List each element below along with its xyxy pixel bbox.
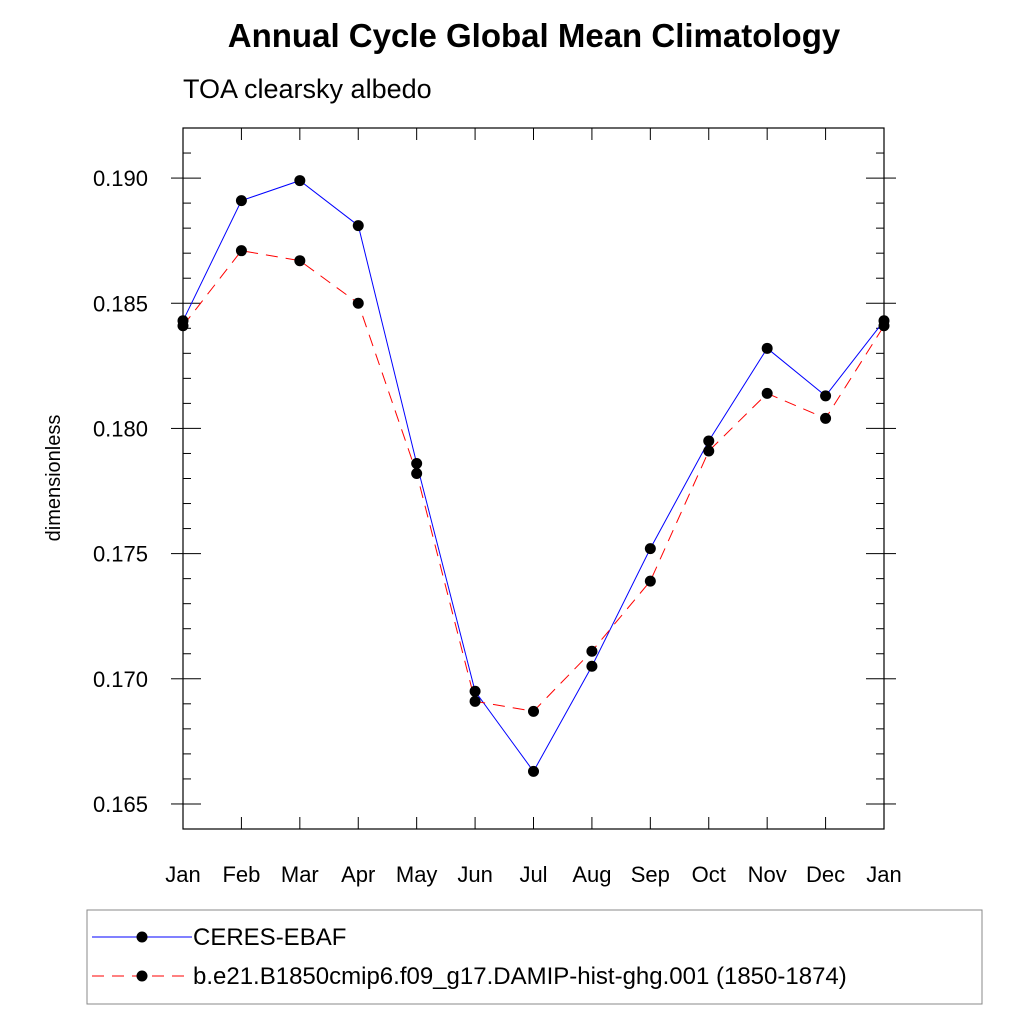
y-tick-label: 0.180 <box>93 416 148 441</box>
legend: CERES-EBAF b.e21.B1850cmip6.f09_g17.DAMI… <box>86 909 983 1005</box>
axis-tick-labels: Jan Feb Mar Apr May Jun Jul Aug Sep Oct Nov Dec Jan 0… <box>93 166 902 887</box>
series-0-point <box>586 660 598 672</box>
series-0-point <box>820 390 832 402</box>
x-tick-label: May <box>396 862 438 887</box>
y-tick-label: 0.170 <box>93 667 148 692</box>
chart-title: Annual Cycle Global Mean Climatology <box>228 17 841 54</box>
plot-border <box>182 127 885 830</box>
legend-box <box>86 909 983 1005</box>
y-tick-label: 0.185 <box>93 291 148 316</box>
legend-marker-model <box>136 970 148 982</box>
series-markers <box>177 175 890 777</box>
x-tick-label: Jan <box>866 862 901 887</box>
series-1-point <box>177 320 189 332</box>
legend-label-model: b.e21.B1850cmip6.f09_g17.DAMIP-hist-ghg.… <box>193 963 847 990</box>
legend-label-ceres: CERES-EBAF <box>193 924 346 951</box>
series-0-point <box>644 543 656 555</box>
y-axis-label: dimensionless <box>43 415 65 542</box>
series-1-point <box>528 705 539 717</box>
x-tick-label: Sep <box>631 862 670 887</box>
series-1-point <box>352 297 364 309</box>
series-line-0 <box>182 180 885 773</box>
series-1-point <box>411 467 423 479</box>
x-tick-label: Feb <box>222 862 260 887</box>
series-0-point <box>761 342 773 354</box>
y-tick-label: 0.165 <box>93 792 148 817</box>
x-tick-label: Dec <box>806 862 845 887</box>
series-1-point <box>586 645 598 657</box>
series-0-point <box>294 175 306 187</box>
series-1-point <box>878 320 890 332</box>
series-1-point <box>469 695 481 707</box>
x-tick-label: Jan <box>165 862 200 887</box>
chart-subtitle: TOA clearsky albedo <box>183 74 432 104</box>
series-0-point <box>235 195 247 207</box>
series-1-point <box>820 412 832 424</box>
plot-frame <box>182 127 885 830</box>
x-tick-label: Mar <box>281 862 319 887</box>
series-0-point <box>469 685 481 697</box>
x-tick-label: Apr <box>341 862 375 887</box>
series-line-1 <box>182 250 885 712</box>
y-tick-label: 0.175 <box>93 542 148 567</box>
series-1-point <box>644 575 656 587</box>
x-tick-label: Oct <box>692 862 726 887</box>
series-lines <box>182 180 885 773</box>
series-0-point <box>411 457 423 469</box>
y-tick-label: 0.190 <box>93 166 148 191</box>
x-tick-label: Aug <box>572 862 611 887</box>
x-tick-label: Nov <box>748 862 787 887</box>
series-1-point <box>761 387 773 399</box>
series-0-point <box>703 435 715 447</box>
x-tick-label: Jul <box>519 862 547 887</box>
series-1-point <box>235 245 247 257</box>
series-1-point <box>703 445 715 457</box>
series-1-point <box>294 255 306 267</box>
series-0-point <box>528 765 539 777</box>
series-0-point <box>352 220 364 232</box>
axis-ticks <box>171 127 896 830</box>
x-tick-label: Jun <box>457 862 492 887</box>
legend-marker-ceres <box>136 931 148 943</box>
